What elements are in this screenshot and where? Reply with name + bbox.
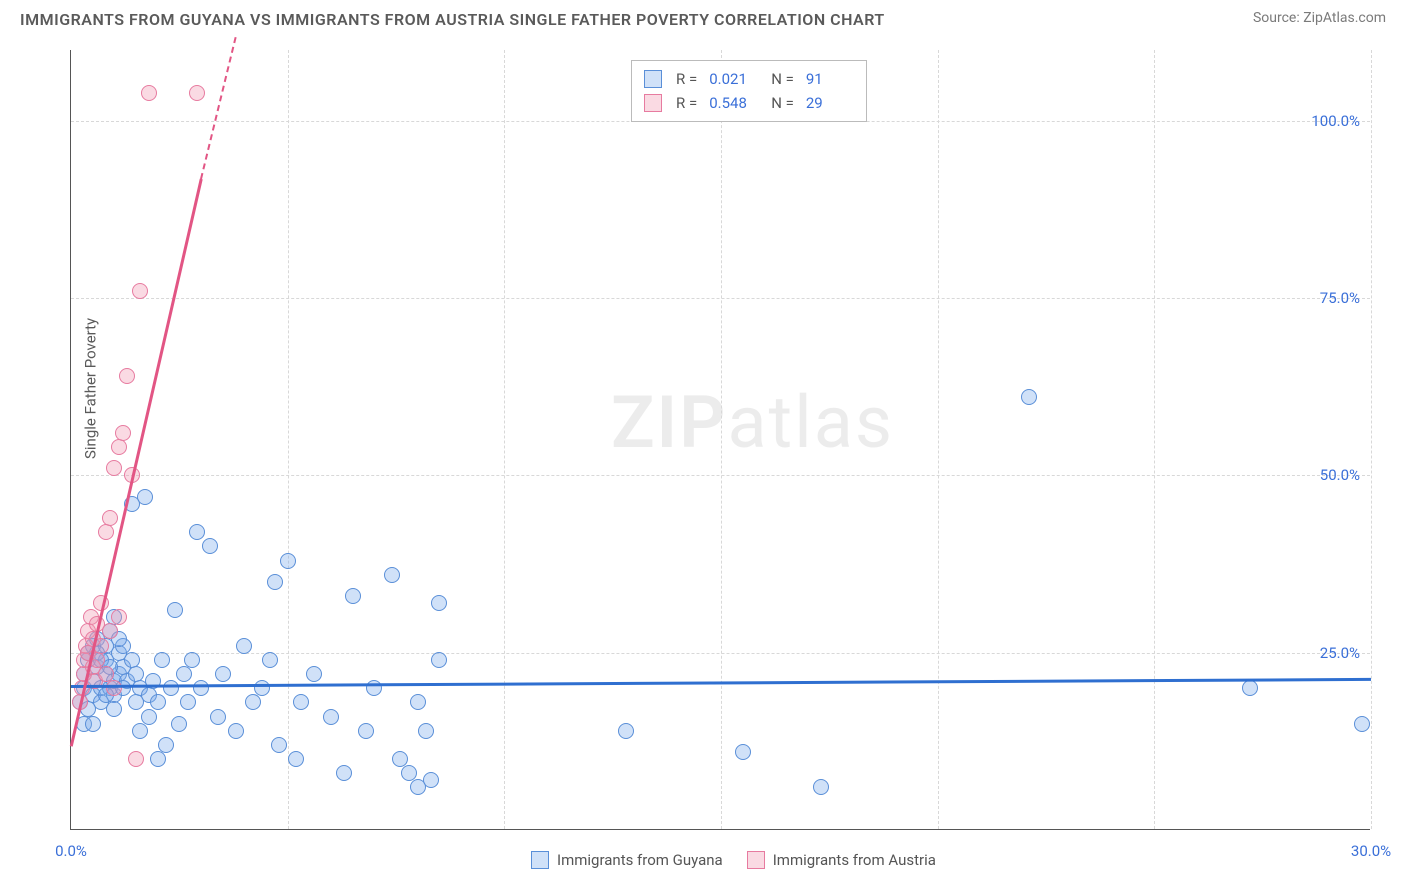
scatter-point xyxy=(293,694,309,710)
legend-swatch xyxy=(644,94,662,112)
scatter-point xyxy=(202,538,218,554)
scatter-point xyxy=(163,680,179,696)
source-attribution: Source: ZipAtlas.com xyxy=(1253,10,1386,26)
legend-series-label: Immigrants from Austria xyxy=(773,848,936,872)
legend-r-value: 0.021 xyxy=(709,67,757,91)
scatter-point xyxy=(280,553,296,569)
scatter-point xyxy=(323,709,339,725)
scatter-point xyxy=(115,425,131,441)
x-tick-label: 0.0% xyxy=(55,842,87,860)
scatter-point xyxy=(271,737,287,753)
scatter-point xyxy=(336,765,352,781)
legend-swatch xyxy=(747,851,765,869)
scatter-point xyxy=(418,723,434,739)
chart-container: Single Father Poverty ZIPatlas 25.0%50.0… xyxy=(50,50,1386,850)
scatter-point xyxy=(176,666,192,682)
legend-row: R = 0.021 N = 91 xyxy=(644,67,854,91)
legend-series-item: Immigrants from Austria xyxy=(747,848,936,872)
scatter-point xyxy=(128,751,144,767)
scatter-point xyxy=(141,709,157,725)
scatter-point xyxy=(1021,389,1037,405)
y-tick-label: 75.0% xyxy=(1320,289,1360,307)
scatter-point xyxy=(215,666,231,682)
gridline-vertical xyxy=(504,50,505,829)
legend-row: R = 0.548 N = 29 xyxy=(644,91,854,115)
scatter-point xyxy=(150,751,166,767)
y-tick-label: 100.0% xyxy=(1311,112,1360,130)
scatter-point xyxy=(167,602,183,618)
scatter-point xyxy=(189,85,205,101)
scatter-point xyxy=(431,652,447,668)
scatter-point xyxy=(262,652,278,668)
scatter-point xyxy=(306,666,322,682)
legend-n-value: 29 xyxy=(806,91,854,115)
scatter-point xyxy=(184,652,200,668)
legend-r-value: 0.548 xyxy=(709,91,757,115)
x-tick-label: 30.0% xyxy=(1351,842,1391,860)
legend-series-item: Immigrants from Guyana xyxy=(531,848,723,872)
scatter-point xyxy=(193,680,209,696)
legend-n-label: N = xyxy=(771,91,794,115)
scatter-point xyxy=(254,680,270,696)
legend-swatch xyxy=(531,851,549,869)
scatter-point xyxy=(106,680,122,696)
gridline-vertical xyxy=(721,50,722,829)
scatter-point xyxy=(735,744,751,760)
scatter-point xyxy=(137,489,153,505)
scatter-point xyxy=(171,716,187,732)
scatter-point xyxy=(102,623,118,639)
legend-stats-box: R = 0.021 N = 91 R = 0.548 N = 29 xyxy=(631,60,867,122)
scatter-point xyxy=(85,716,101,732)
scatter-point xyxy=(410,694,426,710)
y-tick-label: 25.0% xyxy=(1320,644,1360,662)
scatter-point xyxy=(1242,680,1258,696)
legend-series-names: Immigrants from Guyana Immigrants from Au… xyxy=(531,848,936,872)
scatter-point xyxy=(384,567,400,583)
scatter-point xyxy=(431,595,447,611)
scatter-point xyxy=(154,652,170,668)
gridline-vertical xyxy=(1154,50,1155,829)
legend-series-label: Immigrants from Guyana xyxy=(557,848,723,872)
gridline-vertical xyxy=(1371,50,1372,829)
scatter-point xyxy=(813,779,829,795)
gridline-vertical xyxy=(288,50,289,829)
legend-n-label: N = xyxy=(771,67,794,91)
scatter-point xyxy=(111,439,127,455)
trend-line xyxy=(200,37,237,179)
scatter-point xyxy=(158,737,174,753)
scatter-point xyxy=(236,638,252,654)
scatter-point xyxy=(106,701,122,717)
y-tick-label: 50.0% xyxy=(1320,466,1360,484)
legend-r-label: R = xyxy=(676,67,697,91)
scatter-point xyxy=(98,524,114,540)
scatter-point xyxy=(180,694,196,710)
scatter-point xyxy=(345,588,361,604)
scatter-point xyxy=(132,723,148,739)
scatter-point xyxy=(132,283,148,299)
legend-swatch xyxy=(644,70,662,88)
chart-title: IMMIGRANTS FROM GUYANA VS IMMIGRANTS FRO… xyxy=(20,10,885,29)
scatter-point xyxy=(141,85,157,101)
scatter-point xyxy=(228,723,244,739)
scatter-point xyxy=(210,709,226,725)
scatter-point xyxy=(245,694,261,710)
scatter-point xyxy=(111,609,127,625)
scatter-point xyxy=(288,751,304,767)
scatter-point xyxy=(358,723,374,739)
watermark: ZIPatlas xyxy=(611,380,894,465)
scatter-point xyxy=(189,524,205,540)
scatter-point xyxy=(618,723,634,739)
scatter-point xyxy=(106,460,122,476)
legend-n-value: 91 xyxy=(806,67,854,91)
scatter-point xyxy=(267,574,283,590)
scatter-point xyxy=(119,368,135,384)
scatter-point xyxy=(102,510,118,526)
scatter-point xyxy=(150,694,166,710)
scatter-point xyxy=(423,772,439,788)
gridline-vertical xyxy=(938,50,939,829)
legend-r-label: R = xyxy=(676,91,697,115)
scatter-point xyxy=(1354,716,1370,732)
plot-area: ZIPatlas 25.0%50.0%75.0%100.0%0.0%30.0%R… xyxy=(70,50,1370,830)
